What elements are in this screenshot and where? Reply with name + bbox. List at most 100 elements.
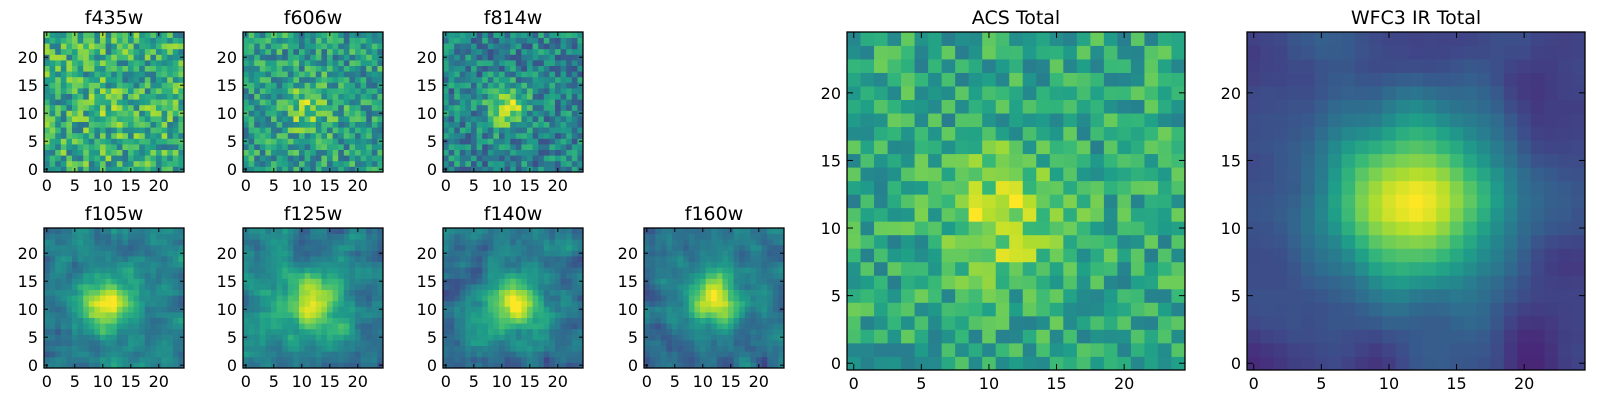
heatmap-cell: [560, 239, 567, 246]
heatmap-cell: [83, 43, 90, 50]
heatmap-cell: [465, 54, 472, 61]
heatmap-cell: [167, 121, 174, 128]
heatmap-cell: [128, 127, 134, 134]
heatmap-cell: [371, 43, 378, 50]
heatmap-cell: [248, 149, 255, 156]
heatmap-cell: [778, 267, 785, 274]
heatmap-cell: [349, 351, 356, 358]
heatmap-cell: [756, 306, 762, 313]
heatmap-cell: [538, 323, 545, 330]
heatmap-cell: [1022, 180, 1037, 195]
heatmap-cell: [128, 312, 134, 318]
heatmap-cell: [487, 323, 494, 330]
heatmap-cell: [122, 60, 129, 66]
heatmap-cell: [343, 76, 350, 83]
heatmap-cell: [1076, 234, 1091, 249]
heatmap-cell: [72, 93, 78, 100]
heatmap-cell: [343, 239, 350, 246]
heatmap-cell: [493, 295, 500, 302]
heatmap-cell: [733, 328, 740, 335]
heatmap-cell: [310, 93, 317, 100]
heatmap-cell: [1049, 221, 1064, 236]
heatmap-cell: [338, 121, 345, 128]
heatmap-cell: [338, 256, 345, 262]
heatmap-cell: [1009, 248, 1024, 263]
heatmap-cell: [55, 284, 62, 290]
heatmap-cell: [377, 233, 384, 240]
heatmap-cell: [371, 256, 378, 262]
heatmap-cell: [332, 76, 339, 83]
heatmap-cell: [172, 144, 179, 150]
heatmap-cell: [371, 138, 378, 145]
heatmap-cell: [560, 362, 567, 369]
heatmap-cell: [761, 295, 768, 302]
heatmap-cell: [504, 233, 511, 240]
heatmap-cell: [259, 323, 266, 330]
heatmap-cell: [366, 99, 373, 106]
heatmap-cell: [471, 334, 477, 341]
heatmap-cell: [128, 317, 134, 324]
heatmap-cell: [761, 278, 768, 285]
heatmap-cell: [156, 233, 162, 240]
heatmap-cell: [100, 351, 106, 358]
heatmap-cell: [271, 127, 277, 134]
heatmap-cell: [150, 244, 157, 251]
heatmap-cell: [487, 144, 494, 150]
heatmap-cell: [649, 317, 656, 324]
y-tick-label: 5: [427, 328, 437, 347]
heatmap-cell: [178, 323, 185, 330]
heatmap-cell: [521, 71, 528, 78]
heatmap-cell: [265, 93, 272, 100]
heatmap-cell: [677, 278, 684, 285]
heatmap-cell: [122, 289, 129, 296]
heatmap-cell: [465, 76, 472, 83]
heatmap-cell: [77, 32, 84, 38]
heatmap-cell: [515, 88, 522, 94]
heatmap-cell: [128, 132, 134, 139]
heatmap-cell: [259, 261, 266, 268]
heatmap-cell: [332, 278, 339, 285]
heatmap-cell: [705, 323, 712, 330]
heatmap-cell: [128, 160, 134, 167]
heatmap-cell: [515, 48, 522, 55]
heatmap-cell: [321, 233, 328, 240]
heatmap-cell: [644, 284, 650, 290]
heatmap-cell: [161, 144, 168, 150]
heatmap-cell: [338, 65, 345, 72]
heatmap-cell: [538, 138, 545, 145]
heatmap-cell: [349, 239, 356, 246]
heatmap-cell: [1103, 207, 1118, 222]
heatmap-cell: [543, 160, 550, 167]
heatmap-cell: [371, 144, 378, 150]
heatmap-cell: [156, 312, 162, 318]
heatmap-cell: [487, 340, 494, 346]
heatmap-cell: [282, 317, 289, 324]
heatmap-cell: [566, 334, 573, 341]
heatmap-cell: [476, 149, 483, 156]
heatmap-cell: [349, 138, 356, 145]
heatmap-cell: [448, 239, 455, 246]
heatmap-cell: [282, 289, 289, 296]
heatmap-cell: [756, 295, 762, 302]
heatmap-cell: [482, 127, 489, 134]
heatmap-cell: [538, 228, 545, 234]
heatmap-cell: [716, 250, 723, 257]
heatmap-cell: [767, 340, 774, 346]
heatmap-cell: [521, 244, 528, 251]
y-tick-label: 10: [18, 104, 38, 123]
heatmap-cell: [705, 295, 712, 302]
heatmap-cell: [443, 328, 449, 335]
heatmap-cell: [105, 65, 112, 72]
heatmap-cell: [265, 345, 272, 352]
heatmap-cell: [459, 300, 466, 307]
heatmap-cell: [150, 93, 157, 100]
heatmap-cell: [360, 43, 367, 50]
heatmap-cell: [515, 149, 522, 156]
x-tick-label: 20: [149, 176, 169, 195]
heatmap-cell: [538, 110, 545, 117]
heatmap-cell: [293, 267, 300, 274]
heatmap-cell: [487, 261, 494, 268]
heatmap-cell: [733, 228, 740, 234]
heatmap-cell: [338, 93, 345, 100]
heatmap-cell: [94, 116, 101, 122]
